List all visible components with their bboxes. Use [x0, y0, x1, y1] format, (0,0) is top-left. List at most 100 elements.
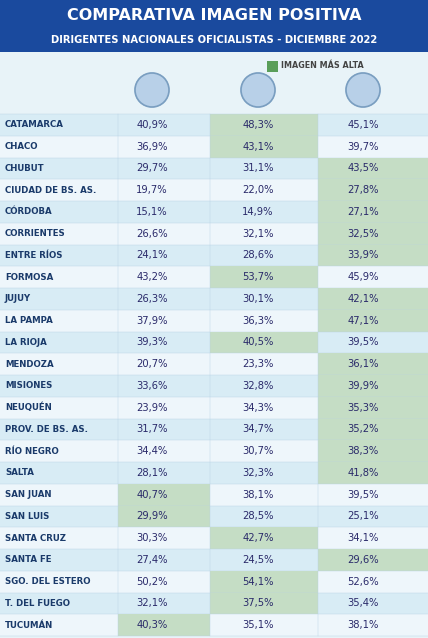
Bar — [210, 266, 318, 288]
Bar — [0, 266, 428, 288]
Bar — [318, 223, 428, 244]
Bar — [0, 527, 428, 549]
Text: 40,3%: 40,3% — [137, 620, 168, 630]
Circle shape — [135, 73, 169, 107]
Bar — [0, 179, 428, 201]
Text: 54,1%: 54,1% — [242, 577, 274, 586]
Text: 31,1%: 31,1% — [242, 163, 274, 174]
Bar — [0, 614, 428, 636]
Bar — [0, 462, 428, 484]
Text: 40,9%: 40,9% — [136, 120, 168, 130]
Bar — [318, 288, 428, 310]
Bar — [0, 114, 428, 136]
Bar — [210, 527, 318, 549]
Text: 23,9%: 23,9% — [136, 403, 168, 413]
Text: 36,3%: 36,3% — [242, 316, 273, 325]
Text: TUCUMÁN: TUCUMÁN — [5, 621, 53, 630]
Bar — [0, 593, 428, 614]
Text: SGO. DEL ESTERO: SGO. DEL ESTERO — [5, 577, 90, 586]
Text: 37,5%: 37,5% — [242, 598, 274, 609]
Text: 39,9%: 39,9% — [347, 381, 379, 391]
Text: CATAMARCA: CATAMARCA — [5, 121, 64, 130]
Bar — [318, 201, 428, 223]
Bar — [118, 505, 210, 527]
Text: 27,4%: 27,4% — [136, 555, 168, 565]
Text: 29,9%: 29,9% — [136, 512, 168, 521]
Text: 38,1%: 38,1% — [242, 489, 273, 500]
Text: 22,0%: 22,0% — [242, 185, 274, 195]
Text: 36,1%: 36,1% — [347, 359, 379, 369]
Text: CHACO: CHACO — [5, 142, 39, 151]
Text: 47,1%: 47,1% — [347, 316, 379, 325]
Text: DIRIGENTES NACIONALES OFICIALISTAS - DICIEMBRE 2022: DIRIGENTES NACIONALES OFICIALISTAS - DIC… — [51, 35, 377, 45]
Text: 29,6%: 29,6% — [347, 555, 379, 565]
Bar — [267, 61, 278, 72]
Text: 32,1%: 32,1% — [136, 598, 168, 609]
Bar — [210, 114, 318, 136]
Bar — [318, 244, 428, 266]
Text: SANTA FE: SANTA FE — [5, 555, 51, 565]
Text: 34,7%: 34,7% — [242, 424, 273, 434]
Text: 28,5%: 28,5% — [242, 512, 274, 521]
Text: 52,6%: 52,6% — [347, 577, 379, 586]
Text: 42,1%: 42,1% — [347, 294, 379, 304]
Text: 34,3%: 34,3% — [242, 403, 273, 413]
Text: 45,9%: 45,9% — [347, 272, 379, 282]
Text: ENTRE RÍOS: ENTRE RÍOS — [5, 251, 62, 260]
Text: 48,3%: 48,3% — [242, 120, 273, 130]
Text: LA RIOJA: LA RIOJA — [5, 338, 47, 347]
Text: FORMOSA: FORMOSA — [5, 272, 53, 281]
Bar — [0, 571, 428, 593]
Text: 50,2%: 50,2% — [136, 577, 168, 586]
Text: 24,1%: 24,1% — [136, 250, 168, 260]
Bar — [118, 484, 210, 505]
Text: 45,1%: 45,1% — [347, 120, 379, 130]
Text: 25,1%: 25,1% — [347, 512, 379, 521]
Text: 41,8%: 41,8% — [347, 468, 379, 478]
Bar — [318, 549, 428, 571]
Text: MISIONES: MISIONES — [5, 382, 52, 390]
Bar — [318, 179, 428, 201]
Text: COMPARATIVA IMAGEN POSITIVA: COMPARATIVA IMAGEN POSITIVA — [67, 8, 361, 22]
Text: SAN LUIS: SAN LUIS — [5, 512, 49, 521]
Bar — [318, 440, 428, 462]
Text: LA PAMPA: LA PAMPA — [5, 316, 53, 325]
Text: 30,1%: 30,1% — [242, 294, 273, 304]
Text: 15,1%: 15,1% — [136, 207, 168, 217]
Bar — [0, 397, 428, 419]
Bar — [118, 614, 210, 636]
Bar — [318, 462, 428, 484]
Text: 35,2%: 35,2% — [347, 424, 379, 434]
Bar — [0, 419, 428, 440]
Bar — [210, 571, 318, 593]
Text: 39,3%: 39,3% — [136, 338, 168, 347]
Bar — [0, 0, 428, 52]
Bar — [318, 397, 428, 419]
Bar — [318, 353, 428, 375]
Text: 31,7%: 31,7% — [136, 424, 168, 434]
Bar — [0, 353, 428, 375]
Text: CHUBUT: CHUBUT — [5, 164, 45, 173]
Text: 38,3%: 38,3% — [348, 446, 379, 456]
Text: 32,8%: 32,8% — [242, 381, 273, 391]
Text: 24,5%: 24,5% — [242, 555, 274, 565]
Text: MENDOZA: MENDOZA — [5, 360, 54, 369]
Text: 53,7%: 53,7% — [242, 272, 274, 282]
Text: 34,1%: 34,1% — [347, 533, 379, 543]
Text: 32,3%: 32,3% — [242, 468, 273, 478]
Text: PROV. DE BS. AS.: PROV. DE BS. AS. — [5, 425, 88, 434]
Bar — [0, 484, 428, 505]
Text: 43,1%: 43,1% — [242, 142, 273, 152]
Text: 27,1%: 27,1% — [347, 207, 379, 217]
Text: SAN JUAN: SAN JUAN — [5, 490, 51, 499]
Text: 26,6%: 26,6% — [136, 228, 168, 239]
Text: RÍO NEGRO: RÍO NEGRO — [5, 447, 59, 456]
Text: 29,7%: 29,7% — [136, 163, 168, 174]
Text: 19,7%: 19,7% — [136, 185, 168, 195]
Text: JUJUY: JUJUY — [5, 294, 31, 304]
Text: IMAGEN MÁS ALTA: IMAGEN MÁS ALTA — [281, 61, 364, 71]
Bar — [0, 223, 428, 244]
Text: 37,9%: 37,9% — [136, 316, 168, 325]
Text: 39,5%: 39,5% — [347, 338, 379, 347]
Bar — [318, 310, 428, 332]
